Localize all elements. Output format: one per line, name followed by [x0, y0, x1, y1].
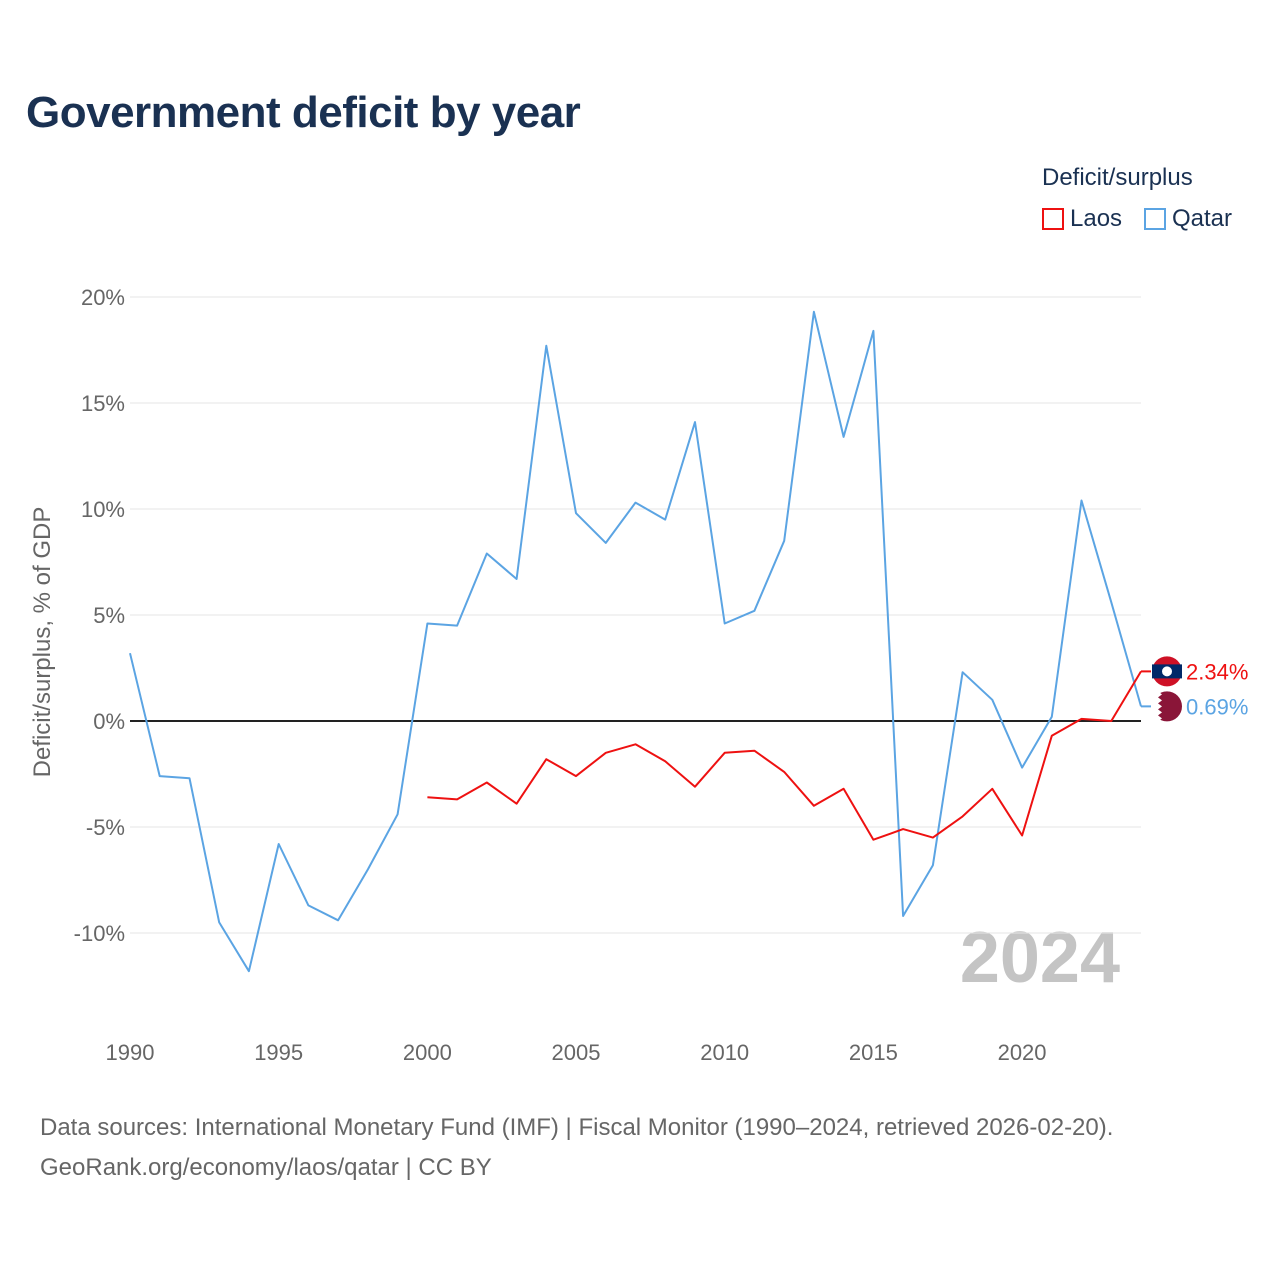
y-tick-labels: 20% 15% 10% 5% 0% -5% -10%: [74, 285, 125, 946]
x-tick-label: 2015: [849, 1040, 898, 1065]
source-line: Data sources: International Monetary Fun…: [40, 1114, 1114, 1141]
y-axis-label: Deficit/surplus, % of GDP: [29, 507, 56, 778]
x-tick-label: 2020: [998, 1040, 1047, 1065]
x-tick-label: 2000: [403, 1040, 452, 1065]
y-tick-label: 0%: [93, 709, 125, 734]
x-tick-labels: 1990 1995 2000 2005 2010 2015 2020: [106, 1040, 1047, 1065]
y-tick-label: 20%: [81, 285, 125, 310]
source-note: Data sources: International Monetary Fun…: [40, 1108, 1113, 1188]
legend-label-laos: Laos: [1070, 205, 1123, 232]
legend-label-qatar: Qatar: [1172, 205, 1233, 232]
y-tick-label: 10%: [81, 497, 125, 522]
series-end-label-laos: 2.34%: [1186, 659, 1248, 684]
source-url[interactable]: GeoRank.org/economy/laos/qatar | CC BY: [40, 1154, 492, 1181]
qatar-flag-icon: [1152, 691, 1182, 722]
x-tick-label: 1995: [254, 1040, 303, 1065]
grid-lines: [130, 296, 1141, 934]
legend-item-qatar[interactable]: Qatar: [1144, 205, 1232, 233]
x-tick-label: 1990: [106, 1040, 155, 1065]
legend-title: Deficit/surplus: [1042, 164, 1193, 191]
year-watermark: 2024: [960, 918, 1120, 998]
y-tick-label: -10%: [74, 921, 125, 946]
legend-item-laos[interactable]: Laos: [1042, 205, 1122, 233]
y-tick-label: -5%: [86, 815, 125, 840]
line-chart: Deficit/surplus, % of GDP 2024 20% 15% 10%…: [29, 285, 1248, 1065]
series-line-qatar: [129, 310, 1142, 973]
chart-title: Government deficit by year: [26, 88, 581, 137]
flag-moon: [1162, 666, 1172, 677]
series-end-markers: 0.69% 2.34%: [1141, 656, 1248, 722]
legend-swatch-laos: [1042, 208, 1064, 230]
flag-serration: [1152, 691, 1162, 722]
legend-swatch-qatar: [1144, 208, 1166, 230]
y-tick-label: 15%: [81, 391, 125, 416]
x-tick-label: 2005: [552, 1040, 601, 1065]
laos-flag-icon: [1152, 656, 1182, 687]
series-lines: [129, 310, 1142, 973]
x-tick-label: 2010: [700, 1040, 749, 1065]
series-end-label-qatar: 0.69%: [1186, 694, 1248, 719]
series-line-laos: [427, 670, 1142, 841]
y-tick-label: 5%: [93, 603, 125, 628]
